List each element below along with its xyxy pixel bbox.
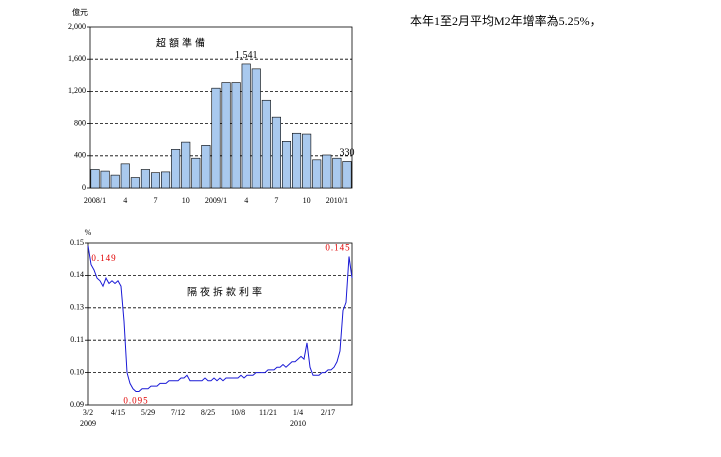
- x-tick-label: 7/12: [171, 408, 185, 417]
- x-tick-label: 2008/1: [84, 196, 106, 205]
- y-tick-label: 0.10: [70, 367, 84, 376]
- bar: [302, 133, 312, 189]
- x-tick-sublabel: 2010: [290, 419, 306, 428]
- bar: [241, 63, 251, 189]
- x-tick-label: 11/21: [259, 408, 277, 417]
- x-tick-label: 4: [123, 196, 127, 205]
- data-label: 0.149: [91, 253, 116, 263]
- bar: [261, 99, 271, 189]
- y-tick-label: 2,000: [68, 22, 86, 31]
- bar: [130, 177, 140, 189]
- y-tick-label: 0.11: [70, 335, 84, 344]
- chart-title: 隔夜拆款利率: [187, 285, 265, 298]
- x-tick-label: 10: [303, 196, 311, 205]
- plot-frame: [89, 26, 353, 189]
- y-tick-label: 0.15: [70, 238, 84, 247]
- x-tick-label: 2009/1: [205, 196, 227, 205]
- x-tick-label: 10: [182, 196, 190, 205]
- bar: [100, 170, 110, 189]
- bar: [221, 82, 231, 189]
- x-tick-label: 3/2: [83, 408, 93, 417]
- y-axis-unit: %: [85, 228, 92, 237]
- bar: [322, 154, 332, 189]
- bar: [140, 169, 150, 189]
- bar: [120, 163, 130, 189]
- x-tick-label: 7: [274, 196, 278, 205]
- y-axis-unit: 億元: [72, 7, 88, 17]
- y-tick-label: 0.09: [70, 400, 84, 409]
- x-tick-sublabel: 2009: [80, 419, 96, 428]
- x-tick-label: 7: [154, 196, 158, 205]
- y-tick-label: 0.14: [70, 270, 84, 279]
- x-tick-label: 10/8: [231, 408, 245, 417]
- bar: [191, 157, 201, 189]
- x-tick-label: 4/15: [111, 408, 125, 417]
- line: [87, 245, 353, 392]
- bar: [211, 87, 221, 189]
- note: 本年1至2月平均M2年增率為5.25%，: [410, 14, 602, 28]
- x-tick-label: 2/17: [321, 408, 335, 417]
- bar: [271, 116, 281, 189]
- bar: [161, 171, 171, 189]
- data-label: 330: [339, 148, 354, 159]
- bar: [342, 161, 352, 189]
- x-tick-label: 4: [244, 196, 248, 205]
- bar: [292, 132, 302, 189]
- bar: [150, 172, 161, 189]
- y-tick-label: 0.13: [70, 303, 84, 312]
- chart-title: 超額準備: [156, 36, 208, 49]
- x-tick-label: 5/29: [141, 408, 155, 417]
- bar: [171, 149, 181, 189]
- y-tick-label: 400: [74, 151, 86, 160]
- data-label: 1,541: [235, 50, 258, 61]
- data-label: 0.095: [123, 396, 148, 406]
- bar: [251, 68, 261, 189]
- y-tick-label: 1,600: [68, 54, 86, 63]
- data-label: 0.145: [325, 243, 350, 253]
- y-tick-label: 0: [82, 183, 86, 192]
- x-tick-label: 2010/1: [326, 196, 348, 205]
- x-tick-label: 8/25: [201, 408, 215, 417]
- plot-frame: [87, 242, 353, 406]
- x-tick-label: 1/4: [293, 408, 303, 417]
- bar: [90, 169, 100, 189]
- bar: [281, 141, 292, 189]
- bar: [181, 141, 191, 189]
- bar: [110, 174, 120, 189]
- bar: [201, 145, 211, 189]
- y-tick-label: 1,200: [68, 86, 86, 95]
- bar: [312, 159, 322, 189]
- y-tick-label: 800: [74, 118, 86, 127]
- bar: [231, 82, 241, 189]
- bar: [332, 157, 342, 189]
